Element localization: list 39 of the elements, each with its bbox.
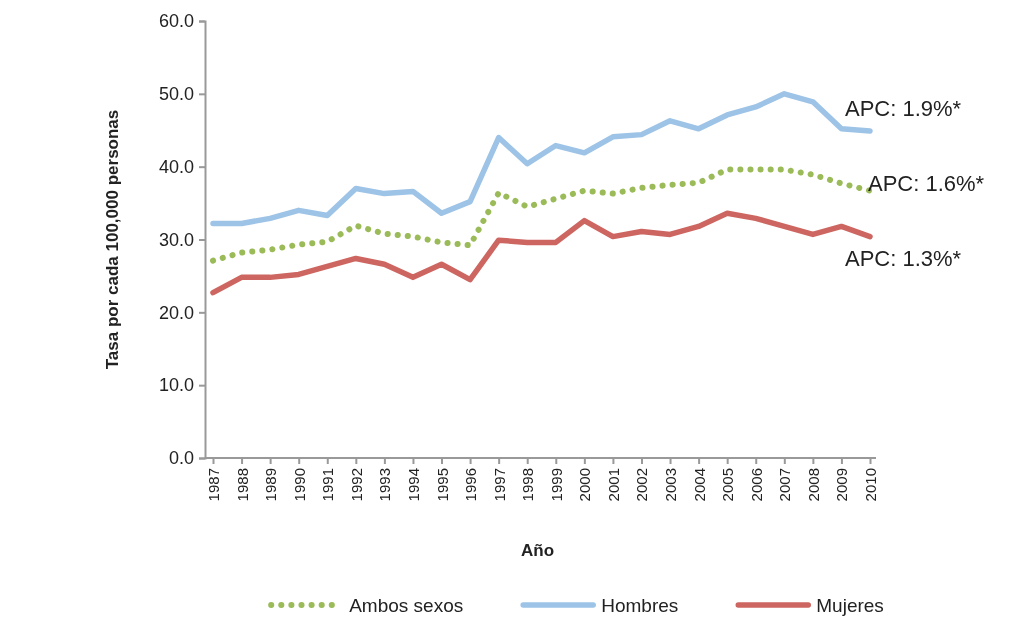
legend-label: Mujeres	[816, 594, 884, 616]
x-tick-label: 2007	[776, 468, 794, 502]
x-tick-label: 2003	[662, 468, 680, 502]
annotation: APC: 1.9%*	[845, 95, 962, 121]
x-tick-label: 2000	[576, 468, 594, 502]
x-tick-label: 1987	[205, 468, 222, 502]
x-tick-label: 1995	[433, 468, 451, 502]
x-tick-label: 2004	[690, 468, 708, 502]
y-tick-label: 50.0	[158, 84, 194, 105]
x-axis-title: Año	[520, 541, 555, 560]
x-tick-label: 1989	[262, 468, 280, 502]
annotation: APC: 1.3%*	[845, 245, 962, 271]
x-tick-label: 2008	[804, 468, 822, 502]
x-tick-label: 2006	[747, 468, 765, 502]
legend-label: Hombres	[601, 594, 679, 616]
x-tick-label: 1997	[490, 468, 508, 502]
y-tick-label: 0.0	[168, 448, 194, 469]
x-tick-label: 2001	[604, 468, 622, 502]
y-tick-label: 40.0	[158, 156, 194, 177]
x-tick-label: 1996	[462, 468, 480, 502]
y-tick-label: 60.0	[158, 11, 194, 32]
x-tick-label: 1994	[404, 468, 422, 502]
x-tick-label: 1991	[319, 468, 337, 502]
x-tick-label: 1992	[347, 468, 365, 502]
x-tick-label: 2005	[719, 468, 737, 502]
legend-label: Ambos sexos	[349, 594, 464, 616]
x-tick-label: 1990	[290, 468, 308, 502]
x-tick-label: 1988	[233, 468, 251, 502]
y-tick-label: 10.0	[158, 375, 194, 396]
x-tick-label: 1999	[547, 468, 565, 502]
x-tick-label: 2010	[862, 468, 879, 502]
y-axis-title: Tasa por cada 100,000 personas	[103, 109, 122, 370]
x-tick-label: 1993	[376, 468, 394, 502]
x-tick-label: 2002	[633, 468, 651, 502]
y-tick-label: 30.0	[158, 229, 194, 250]
y-tick-label: 20.0	[158, 302, 194, 323]
x-tick-label: 1998	[519, 468, 537, 502]
annotation: APC: 1.6%*	[868, 170, 985, 196]
x-tick-label: 2009	[833, 468, 851, 502]
